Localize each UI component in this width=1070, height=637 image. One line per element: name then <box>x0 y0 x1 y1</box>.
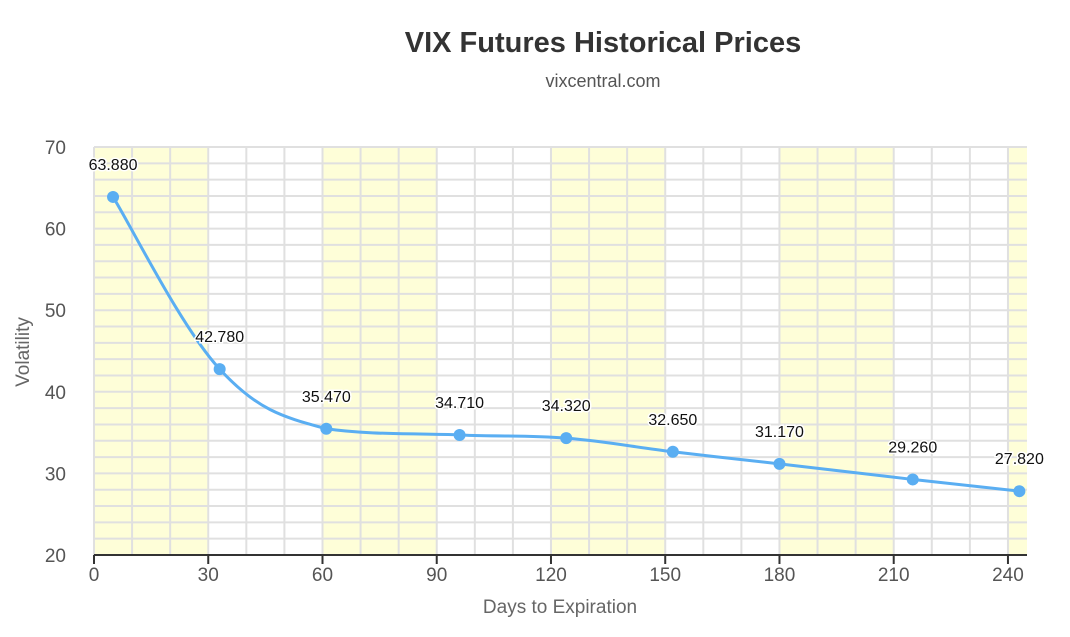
x-tick-label: 150 <box>649 565 681 586</box>
y-tick-label: 30 <box>45 464 66 485</box>
data-label: 42.780 <box>195 329 244 346</box>
y-axis-label: Volatility <box>13 317 34 387</box>
data-label: 63.880 <box>89 157 138 174</box>
y-tick-label: 50 <box>45 301 66 322</box>
chart-title: VIX Futures Historical Prices <box>405 27 801 59</box>
x-tick-label: 180 <box>764 565 796 586</box>
x-tick-label: 60 <box>312 565 333 586</box>
data-label: 31.170 <box>755 424 804 441</box>
data-point <box>666 445 679 458</box>
band <box>94 147 209 555</box>
data-point <box>213 363 226 376</box>
data-label: 27.820 <box>995 451 1044 468</box>
x-tick-label: 120 <box>535 565 567 586</box>
data-point <box>1013 485 1026 498</box>
data-label: 34.710 <box>435 395 484 412</box>
data-label: 34.320 <box>542 398 591 415</box>
y-tick-label: 40 <box>45 383 66 404</box>
x-tick-label: 90 <box>426 565 447 586</box>
data-point <box>560 432 573 445</box>
data-point <box>453 428 466 441</box>
data-label: 32.650 <box>648 412 697 429</box>
series-line <box>111 196 1020 493</box>
x-tick-label: 30 <box>198 565 219 586</box>
data-point <box>773 457 786 470</box>
data-point <box>320 422 333 435</box>
band <box>322 147 437 555</box>
data-label: 29.260 <box>888 439 937 456</box>
data-label: 35.470 <box>302 389 351 406</box>
y-tick-label: 60 <box>45 220 66 241</box>
band <box>779 147 894 555</box>
band <box>550 147 666 555</box>
data-point <box>107 190 120 203</box>
y-tick-label: 70 <box>45 138 66 159</box>
data-point <box>906 473 919 486</box>
chart-subtitle: vixcentral.com <box>545 71 660 91</box>
x-axis-label: Days to Expiration <box>483 597 637 618</box>
x-tick-label: 240 <box>992 565 1024 586</box>
y-tick-label: 20 <box>45 546 66 567</box>
x-tick-label: 210 <box>878 565 910 586</box>
x-tick-label: 0 <box>89 565 100 586</box>
band <box>1007 147 1027 555</box>
